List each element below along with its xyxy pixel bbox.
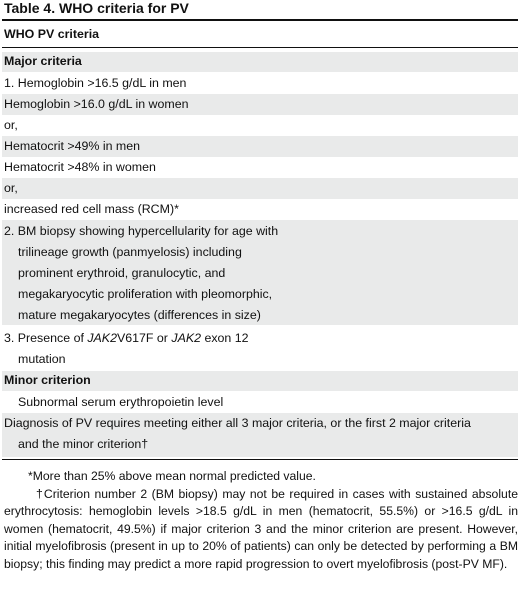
table-title: Table 4. WHO criteria for PV [4, 0, 189, 16]
criterion-2-line: 2. BM biopsy showing hypercellularity fo… [4, 224, 279, 238]
table-header: WHO PV criteria [2, 25, 518, 45]
header-rule [2, 47, 518, 48]
major-row: increased red cell mass (RCM)* [2, 199, 518, 220]
major-heading-label: Major criteria [4, 54, 82, 68]
criterion-3-gene: JAK2 [171, 331, 202, 345]
header-label: WHO PV criteria [4, 27, 100, 41]
major-row: or, [2, 115, 518, 136]
criterion-3-gene: JAK2 [87, 331, 117, 345]
major-row: Hematocrit >49% in men [2, 136, 518, 157]
footnote-1: *More than 25% above mean normal predict… [28, 469, 316, 483]
footnotes: *More than 25% above mean normal predict… [4, 468, 518, 573]
major-row: Hemoglobin >16.0 g/dL in women [2, 94, 518, 115]
major-criteria-heading: Major criteria [2, 52, 518, 72]
criterion-3-prefix: 3. Presence of [4, 331, 88, 345]
major-row: 1. Hemoglobin >16.5 g/dL in men [2, 73, 518, 94]
criterion-3-suffix: exon 12 [201, 331, 249, 345]
minor-heading-label: Minor criterion [4, 373, 91, 387]
criterion-3-mid: V617F or [116, 331, 172, 345]
major-row-text: Hematocrit >48% in women [4, 160, 156, 174]
diagnosis-line: and the minor criterion† [18, 437, 149, 451]
criterion-2-line: trilineage growth (panmyelosis) includin… [18, 245, 242, 259]
major-row-text: or, [4, 118, 18, 132]
criterion-2-line: prominent erythroid, granulocytic, and [18, 266, 226, 280]
diagnosis-line: Diagnosis of PV requires meeting either … [4, 416, 471, 430]
major-row-text: 1. Hemoglobin >16.5 g/dL in men [4, 76, 187, 90]
title-rule [2, 19, 518, 21]
criterion-3-line: 3. Presence of JAK2V617F or JAK2 exon 12 [4, 331, 249, 346]
criterion-2-block: 2. BM biopsy showing hypercellularity fo… [2, 220, 518, 325]
major-row-text: Hematocrit >49% in men [4, 139, 141, 153]
minor-row-text: Subnormal serum erythropoietin level [18, 395, 224, 409]
criterion-2-line: megakaryocytic proliferation with pleomo… [18, 287, 273, 301]
footnote-2: †Criterion number 2 (BM biopsy) may not … [4, 486, 518, 571]
major-row-text: or, [4, 181, 18, 195]
major-row-text: increased red cell mass (RCM)* [4, 202, 179, 216]
minor-criterion-heading: Minor criterion [2, 371, 518, 391]
diagnosis-block: Diagnosis of PV requires meeting either … [2, 413, 518, 457]
table-bottom-rule [2, 459, 518, 460]
criterion-3-block: 3. Presence of JAK2V617F or JAK2 exon 12… [2, 326, 518, 370]
minor-row: Subnormal serum erythropoietin level [2, 391, 518, 413]
major-row: Hematocrit >48% in women [2, 157, 518, 178]
criterion-2-line: mature megakaryocytes (differences in si… [18, 308, 261, 322]
major-row: or, [2, 178, 518, 199]
criterion-3-line-2: mutation [18, 352, 66, 366]
major-row-text: Hemoglobin >16.0 g/dL in women [4, 97, 189, 111]
